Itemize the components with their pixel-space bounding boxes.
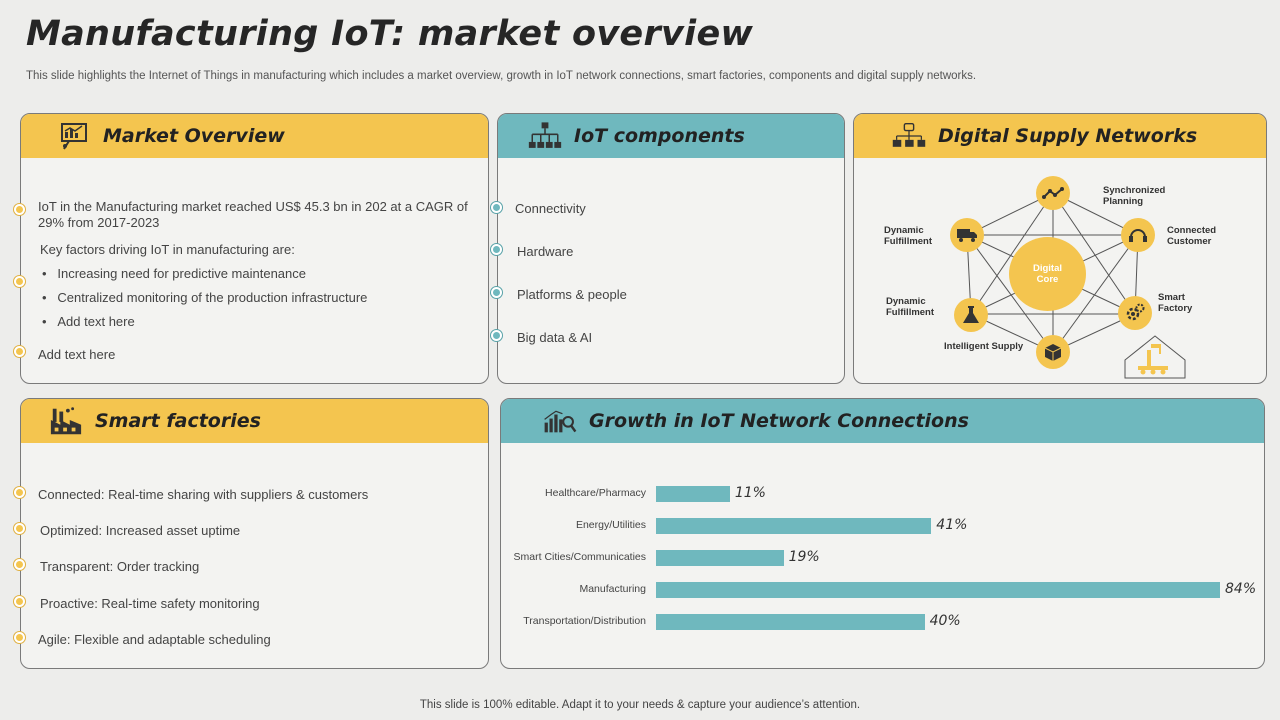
component-item-connectivity: Connectivity [515, 201, 586, 216]
factory-item-optimized: Optimized: Increased asset uptime [40, 523, 241, 538]
digital-core-node: Digital Core [1009, 237, 1086, 311]
digital-core-label: Digital Core [1032, 263, 1063, 285]
bullet-dot [14, 204, 25, 215]
slide-title: Manufacturing IoT: market overview [26, 14, 754, 54]
dynamic-fulfillment-upper-label: Dynamic Fulfillment [884, 225, 933, 247]
bullet-dot [14, 276, 25, 287]
headset-icon [1129, 229, 1147, 242]
synchronized-planning-node [1036, 176, 1070, 210]
smart-factory-label: Smart Factory [1158, 292, 1193, 314]
bar-value-label: 19% [788, 549, 820, 565]
bullet-dot [14, 559, 25, 570]
bar-4 [656, 614, 925, 630]
smart-factories-title: Smart factories [95, 410, 261, 432]
factory-item-agile: Agile: Flexible and adaptable scheduling [38, 632, 271, 647]
truck-icon [957, 229, 977, 242]
connected-customer-label: Connected Customer [1167, 225, 1217, 247]
bar-value-label: 84% [1225, 581, 1257, 597]
iot-components-panel: IoT components [497, 113, 845, 384]
factory-icon [49, 405, 83, 437]
market-overview-panel: Market Overview [20, 113, 489, 384]
flask-icon [963, 306, 979, 323]
component-item-platforms: Platforms & people [517, 287, 627, 302]
market-overview-title: Market Overview [103, 125, 285, 147]
market-bullet-2: • Centralized monitoring of the producti… [42, 290, 368, 305]
bar-3 [656, 582, 1220, 598]
bullet-dot [14, 632, 25, 643]
presentation-chart-icon [57, 120, 91, 152]
smart-factories-header: Smart factories [21, 399, 488, 443]
box-icon [1044, 344, 1062, 361]
slide-subtitle: This slide highlights the Internet of Th… [26, 70, 977, 82]
market-paragraph: IoT in the Manufacturing market reached … [38, 199, 468, 230]
market-closing: Add text here [38, 347, 116, 362]
component-item-hardware: Hardware [517, 244, 574, 259]
bullet-dot [14, 346, 25, 357]
bullet-dot [491, 202, 502, 213]
bullet-dot [491, 330, 502, 341]
bar-category-label: Healthcare/Pharmacy [545, 487, 646, 499]
growth-header: Growth in IoT Network Connections [501, 399, 1264, 443]
intelligent-supply-label: Intelligent Supply [944, 341, 1024, 352]
component-item-bigdata: Big data & AI [517, 330, 593, 345]
connected-customer-node [1121, 218, 1155, 252]
smart-factory-node [1118, 296, 1152, 330]
market-bullet-3: • Add text here [42, 314, 135, 329]
dynamic-fulfillment-upper-node [950, 218, 984, 252]
bar-chart-magnifier-icon [543, 405, 577, 437]
gears-icon [1126, 303, 1145, 321]
bullet-dot [491, 244, 502, 255]
bullet-dot [14, 523, 25, 534]
digital-supply-title: Digital Supply Networks [938, 125, 1198, 147]
factory-item-connected: Connected: Real-time sharing with suppli… [38, 487, 369, 502]
factory-item-proactive: Proactive: Real-time safety monitoring [40, 596, 260, 611]
intelligent-supply-node [1036, 335, 1070, 369]
network-devices-icon [892, 120, 926, 152]
bar-value-label: 11% [734, 485, 766, 501]
bar-value-label: 41% [936, 517, 968, 533]
market-bullet-1: • Increasing need for predictive mainten… [42, 266, 306, 281]
dynamic-fulfillment-lower-label: Dynamic Fulfillment [886, 296, 935, 318]
bullet-dot [491, 287, 502, 298]
iot-components-header: IoT components [498, 114, 844, 158]
synchronized-planning-label: Synchronized Planning [1103, 185, 1166, 207]
iot-components-title: IoT components [574, 125, 745, 147]
bar-category-label: Energy/Utilities [575, 519, 646, 531]
growth-title: Growth in IoT Network Connections [589, 410, 969, 432]
hierarchy-icon [528, 120, 562, 152]
trend-line-icon [1042, 187, 1064, 199]
market-overview-header: Market Overview [21, 114, 488, 158]
dynamic-fulfillment-lower-node [954, 298, 988, 332]
bullet-dot [14, 487, 25, 498]
slide-footer: This slide is 100% editable. Adapt it to… [419, 699, 861, 711]
bar-0 [656, 486, 730, 502]
bar-category-label: Smart Cities/Communicaties [513, 551, 646, 563]
supply-network-lines [966, 192, 1186, 379]
bar-2 [656, 550, 784, 566]
digital-supply-header: Digital Supply Networks [854, 114, 1266, 158]
market-intro: Key factors driving IoT in manufacturing… [40, 242, 295, 257]
bar-1 [656, 518, 932, 534]
bar-value-label: 40% [929, 613, 961, 629]
bar-category-label: Manufacturing [579, 583, 646, 595]
bar-category-label: Transportation/Distribution [523, 615, 646, 627]
factory-item-transparent: Transparent: Order tracking [40, 559, 200, 574]
bullet-dot [14, 596, 25, 607]
